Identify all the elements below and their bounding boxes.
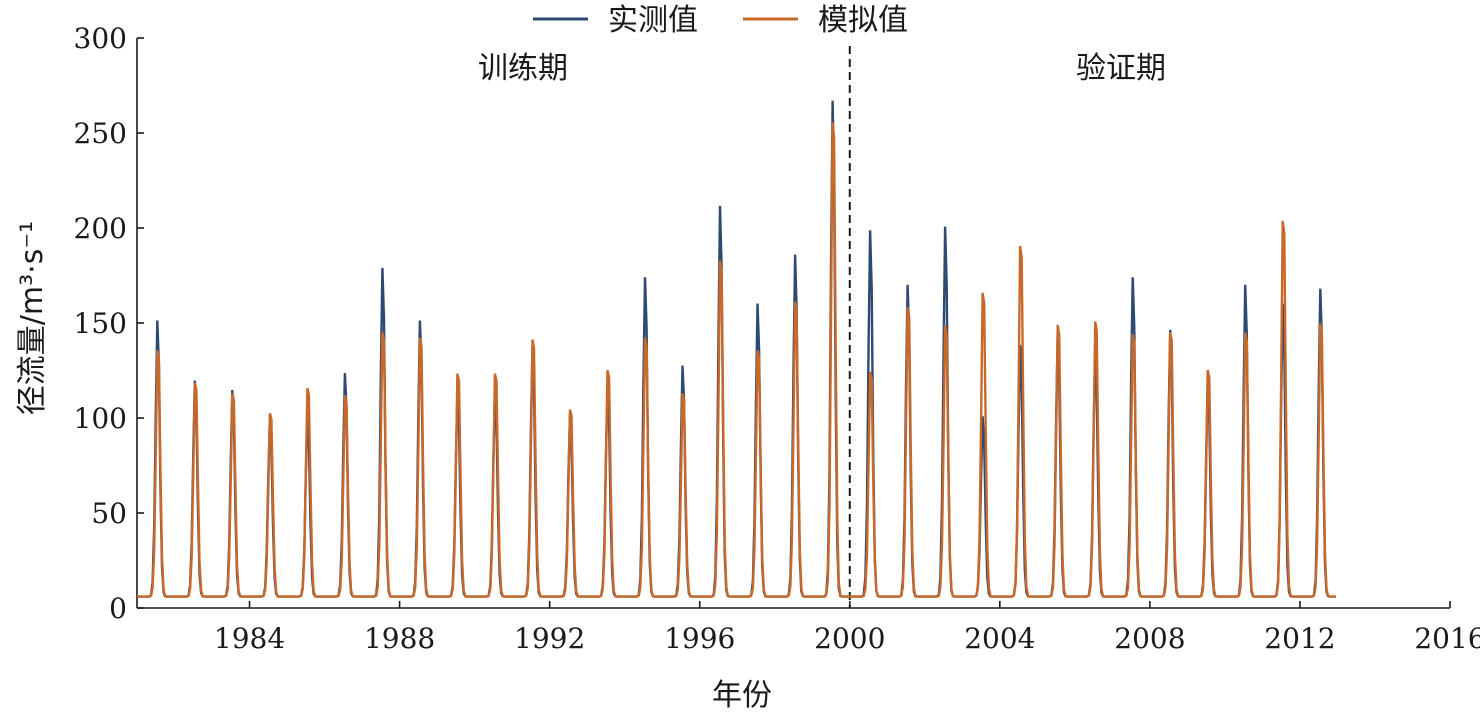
x-tick-label: 2008 xyxy=(1114,622,1185,655)
x-tick-label: 1992 xyxy=(514,622,585,655)
y-tick-label: 150 xyxy=(74,307,127,340)
x-tick-label: 2004 xyxy=(964,622,1035,655)
x-tick-label: 2012 xyxy=(1264,622,1335,655)
legend: 实测值 模拟值 xyxy=(533,3,908,38)
x-tick-label: 1988 xyxy=(364,622,435,655)
x-tick-label: 1984 xyxy=(214,622,285,655)
y-tick-label: 200 xyxy=(74,212,127,245)
x-axis-title: 年份 xyxy=(712,678,772,713)
y-axis-title: 径流量/m³·s⁻¹ xyxy=(15,221,50,415)
x-tick-label: 1996 xyxy=(664,622,735,655)
legend-simulated-label: 模拟值 xyxy=(818,3,908,38)
series-simulated-line xyxy=(137,121,1336,598)
y-tick-label: 50 xyxy=(91,497,127,530)
y-tick-label: 100 xyxy=(74,402,127,435)
legend-observed-label: 实测值 xyxy=(608,3,698,38)
y-tick-label: 300 xyxy=(74,22,127,55)
y-tick-label: 250 xyxy=(74,117,127,150)
x-tick-label: 2000 xyxy=(814,622,885,655)
y-tick-label: 0 xyxy=(109,592,127,625)
series-observed-line xyxy=(137,100,1336,598)
ticks: 1984 1988 1992 1996 2000 2004 2008 2012 2016 0 50 1… xyxy=(74,22,1480,655)
train-period-label: 训练期 xyxy=(478,51,568,86)
x-tick-label: 2016 xyxy=(1414,622,1480,655)
series-group xyxy=(137,100,1336,598)
validate-period-label: 验证期 xyxy=(1076,51,1166,86)
